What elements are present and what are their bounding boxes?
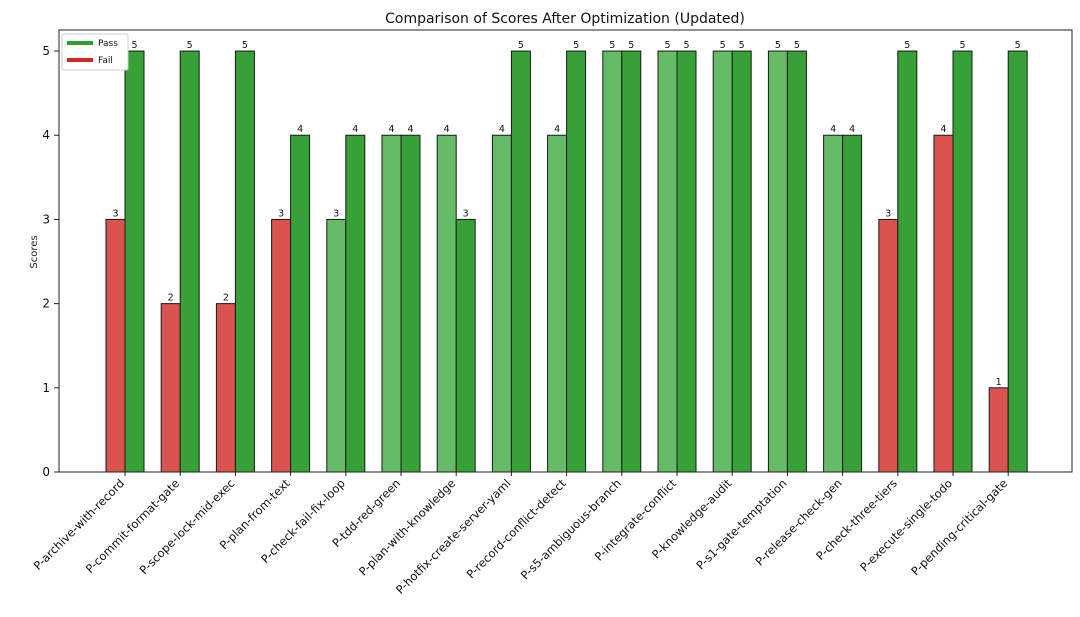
- x-tick-label: P-s5-ambiguous-branch: [518, 476, 624, 582]
- y-tick-label: 3: [42, 212, 50, 226]
- bar-a-P-s5-ambiguous-branch: [602, 50, 623, 473]
- value-label: 5: [664, 40, 670, 51]
- value-label: 5: [242, 40, 248, 51]
- x-tick-label: P-pending-critical-gate: [908, 476, 1010, 578]
- x-ticks-group: P-archive-with-recordP-commit-format-gat…: [31, 472, 1010, 597]
- value-label: 4: [830, 124, 836, 135]
- chart-title: Comparison of Scores After Optimization …: [385, 11, 745, 27]
- bar-b-P-execute-single-todo: [952, 50, 973, 473]
- value-label: 4: [388, 124, 394, 135]
- bar-b-P-plan-from-text: [290, 134, 311, 473]
- value-label: 4: [940, 124, 946, 135]
- bar-a-P-tdd-red-green: [381, 134, 402, 473]
- value-label: 3: [333, 208, 339, 219]
- value-label: 2: [223, 293, 229, 304]
- bar-a-P-record-conflict-detect: [547, 134, 568, 473]
- bar-a-P-check-three-tiers: [878, 218, 899, 473]
- bar-b-P-integrate-conflict: [676, 50, 697, 473]
- value-label: 3: [463, 208, 469, 219]
- bar-a-P-archive-with-record: [105, 218, 126, 473]
- bar-b-P-release-check-gen: [842, 134, 863, 473]
- value-label: 1: [996, 377, 1002, 388]
- bar-b-P-archive-with-record: [124, 50, 145, 473]
- value-label: 4: [554, 124, 560, 135]
- bar-b-P-record-conflict-detect: [566, 50, 587, 473]
- bar-b-P-check-three-tiers: [897, 50, 918, 473]
- x-tick-label: P-record-conflict-detect: [464, 476, 569, 581]
- value-label: 5: [683, 40, 689, 51]
- value-label: 5: [1015, 40, 1021, 51]
- bar-a-P-plan-from-text: [271, 218, 292, 473]
- bar-a-P-check-fail-fix-loop: [326, 218, 347, 473]
- value-label: 5: [609, 40, 615, 51]
- value-label: 5: [904, 40, 910, 51]
- legend-pass-label: Pass: [98, 39, 118, 49]
- bar-b-P-check-fail-fix-loop: [345, 134, 366, 473]
- bars-group: [105, 50, 1028, 473]
- bar-b-P-pending-critical-gate: [1007, 50, 1028, 473]
- bar-b-P-tdd-red-green: [400, 134, 421, 473]
- bar-b-P-commit-format-gate: [179, 50, 200, 473]
- bar-b-P-knowledge-audit: [731, 50, 752, 473]
- y-tick-label: 5: [42, 44, 50, 58]
- value-label: 5: [131, 40, 137, 51]
- y-tick-label: 4: [42, 128, 50, 142]
- bar-b-P-hotfix-create-server-yaml: [510, 50, 531, 473]
- value-label: 4: [499, 124, 505, 135]
- value-label: 5: [775, 40, 781, 51]
- bar-a-P-knowledge-audit: [712, 50, 733, 473]
- legend: Pass Fail: [61, 33, 129, 71]
- value-label: 4: [297, 124, 303, 135]
- bar-a-P-execute-single-todo: [933, 134, 954, 473]
- value-label: 5: [628, 40, 634, 51]
- x-tick-label: P-archive-with-record: [31, 476, 128, 573]
- bar-b-P-s5-ambiguous-branch: [621, 50, 642, 473]
- value-label: 5: [959, 40, 965, 51]
- value-labels-group: 3 2 2 3 3 4 4 4 4 5 5 5 5 4 3 4 1 5 5 5 4 4 4 3 5 5 5 5 5 5 4 5 5 5: [112, 40, 1020, 388]
- value-label: 5: [573, 40, 579, 51]
- value-label: 5: [739, 40, 745, 51]
- bar-b-P-scope-lock-mid-exec: [234, 50, 255, 473]
- value-label: 4: [407, 124, 413, 135]
- legend-fail-label: Fail: [98, 56, 113, 66]
- bar-a-P-commit-format-gate: [160, 303, 181, 473]
- bar-a-P-pending-critical-gate: [988, 387, 1009, 473]
- bar-b-P-s1-gate-temptation: [786, 50, 807, 473]
- bar-a-P-s1-gate-temptation: [767, 50, 788, 473]
- y-tick-label: 2: [42, 297, 50, 311]
- x-tick-label: P-commit-format-gate: [83, 476, 183, 576]
- value-label: 4: [849, 124, 855, 135]
- y-tick-label: 1: [42, 381, 50, 395]
- bar-a-P-integrate-conflict: [657, 50, 678, 473]
- value-label: 5: [794, 40, 800, 51]
- bar-b-P-plan-with-knowledge: [455, 218, 476, 473]
- value-label: 4: [444, 124, 450, 135]
- bar-a-P-hotfix-create-server-yaml: [491, 134, 512, 473]
- y-axis-label: Scores: [29, 235, 40, 268]
- value-label: 5: [518, 40, 524, 51]
- x-tick-label: P-execute-single-todo: [857, 476, 955, 574]
- value-label: 5: [720, 40, 726, 51]
- bar-a-P-release-check-gen: [823, 134, 844, 473]
- value-label: 3: [278, 208, 284, 219]
- x-tick-label: P-scope-lock-mid-exec: [137, 476, 238, 577]
- plot-frame: [58, 29, 1073, 473]
- value-label: 2: [168, 293, 174, 304]
- x-tick-label: P-plan-with-knowledge: [356, 476, 458, 578]
- value-label: 4: [352, 124, 358, 135]
- bar-a-P-plan-with-knowledge: [436, 134, 457, 473]
- value-label: 3: [112, 208, 118, 219]
- y-tick-label: 0: [42, 465, 50, 479]
- bar-a-P-scope-lock-mid-exec: [215, 303, 236, 473]
- y-ticks-group: 0 1 2 3 4 5: [42, 44, 59, 479]
- x-tick-label: P-s1-gate-temptation: [693, 476, 789, 572]
- value-label: 3: [885, 208, 891, 219]
- value-label: 5: [187, 40, 193, 51]
- x-tick-label: P-hotfix-create-server-yaml: [393, 476, 513, 596]
